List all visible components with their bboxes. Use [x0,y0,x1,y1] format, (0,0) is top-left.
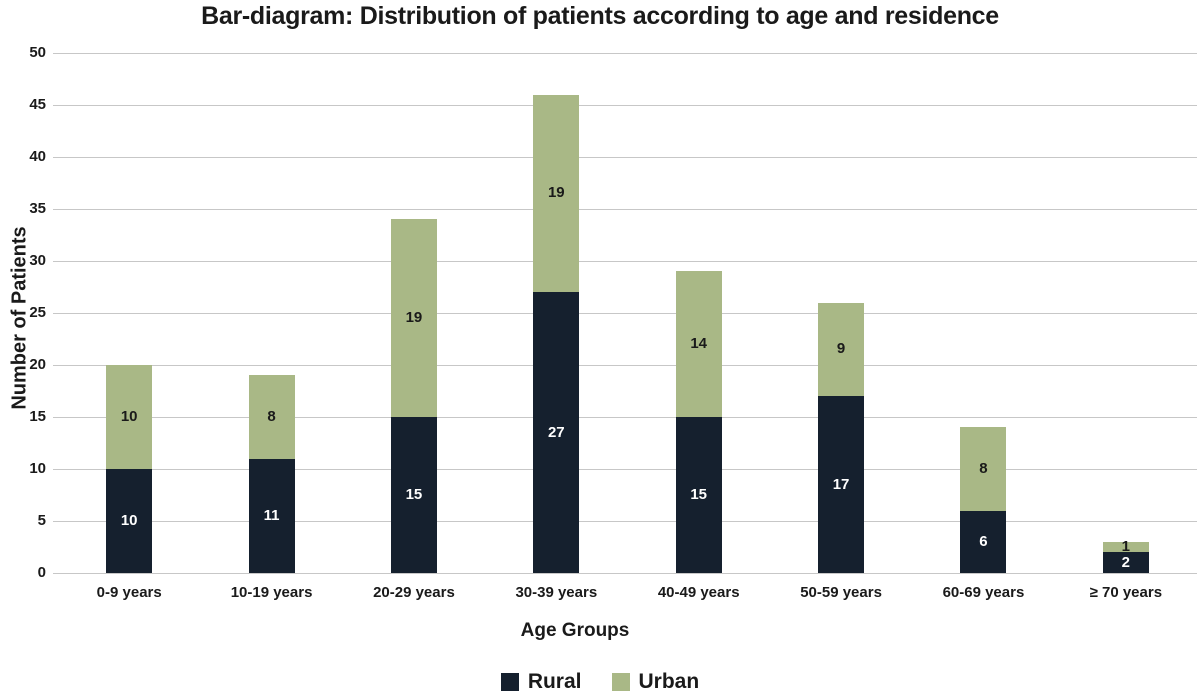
bar-segment-urban-6 [960,427,1007,511]
bar-segment-urban-0 [106,365,153,469]
chart-title: Bar-diagram: Distribution of patients ac… [201,2,999,30]
bar-label-rural-6: 6 [979,532,988,550]
bar-label-rural-3: 27 [547,423,565,441]
y-tick-label: 50 [29,44,46,61]
gridline-0 [53,573,1197,574]
bar-segment-rural-6 [960,510,1007,573]
bar-segment-rural-1 [248,458,295,573]
bar-segment-urban-4 [675,271,722,417]
bar-label-urban-0: 10 [120,408,138,425]
legend: Rural Urban [0,670,1200,694]
legend-item-rural: Rural [500,670,582,694]
bar-label-urban-6: 8 [979,460,988,477]
gridline-20 [53,365,1197,366]
gridline-30 [53,261,1197,262]
y-tick-label: 20 [29,356,46,373]
x-tick-label-2: 20-29 years [373,584,455,601]
x-tick-label-7: ≥ 70 years [1089,584,1163,601]
x-tick-label-1: 10-19 years [230,584,313,601]
bar-label-urban-2: 19 [405,309,423,327]
bar-segment-rural-0 [106,469,153,573]
bar-label-rural-2: 15 [405,486,423,503]
bar-label-rural-7: 2 [1121,553,1130,571]
gridline-40 [53,157,1197,158]
bar-label-rural-4: 15 [690,486,708,503]
bar-label-urban-7: 1 [1121,538,1130,555]
bar-segment-rural-4 [675,417,722,573]
x-axis: 0-9 years 10-19 years 20-29 years 30-39 yea… [58,584,1197,606]
bar-segment-rural-2 [390,417,437,573]
bar-segment-rural-3 [533,292,580,573]
bar-label-urban-5: 9 [836,340,846,358]
bar-segment-urban-1 [248,375,295,459]
y-tick-label: 5 [37,512,46,529]
gridline-5 [53,521,1197,522]
x-tick-label-4: 40-49 years [657,584,740,601]
x-tick-label-0: 0-9 years [96,584,162,601]
legend-item-urban: Urban [611,670,700,694]
y-tick-label: 10 [29,460,46,477]
bar-segment-rural-5 [818,396,865,573]
y-tick-label: 40 [29,148,46,165]
gridline-50 [53,53,1197,54]
gridline-35 [53,209,1197,210]
legend-label-rural: Rural [527,670,582,693]
bar-label-urban-1: 8 [267,408,276,425]
bar-segment-urban-3 [533,94,580,293]
y-tick-label: 45 [29,96,46,113]
bar-segment-urban-5 [818,302,865,397]
gridline-15 [53,417,1197,418]
legend-swatch-urban [611,673,630,691]
bar-segment-urban-7 [1102,541,1149,553]
x-tick-label-5: 50-59 years [800,584,882,601]
x-tick-label-6: 60-69 years [942,584,1025,601]
x-tick-label-3: 30-39 years [515,584,598,601]
plot-area: 10 10 11 8 15 19 27 19 15 14 17 9 6 8 2 1 [53,53,1197,574]
gridline-10 [53,469,1197,470]
bar-segment-rural-7 [1102,552,1149,573]
bar-label-rural-1: 11 [263,506,280,524]
gridline-45 [53,105,1197,106]
bar-label-rural-5: 17 [832,475,850,493]
y-tick-label: 30 [29,252,46,269]
legend-swatch-rural [500,673,519,691]
y-tick-label: 35 [29,200,46,217]
y-tick-label: 25 [29,304,46,321]
legend-label-urban: Urban [638,670,700,693]
bar-label-urban-4: 14 [690,335,708,353]
y-tick-label: 15 [29,408,46,425]
y-tick-label: 0 [37,564,46,581]
bar-label-urban-3: 19 [547,184,565,202]
y-axis: 0 5 10 15 20 25 30 35 40 45 50 [0,44,46,581]
gridline-25 [53,313,1197,314]
x-axis-title: Age Groups [520,620,630,641]
bar-segment-urban-2 [390,219,437,417]
bar-label-rural-0: 10 [120,512,138,529]
